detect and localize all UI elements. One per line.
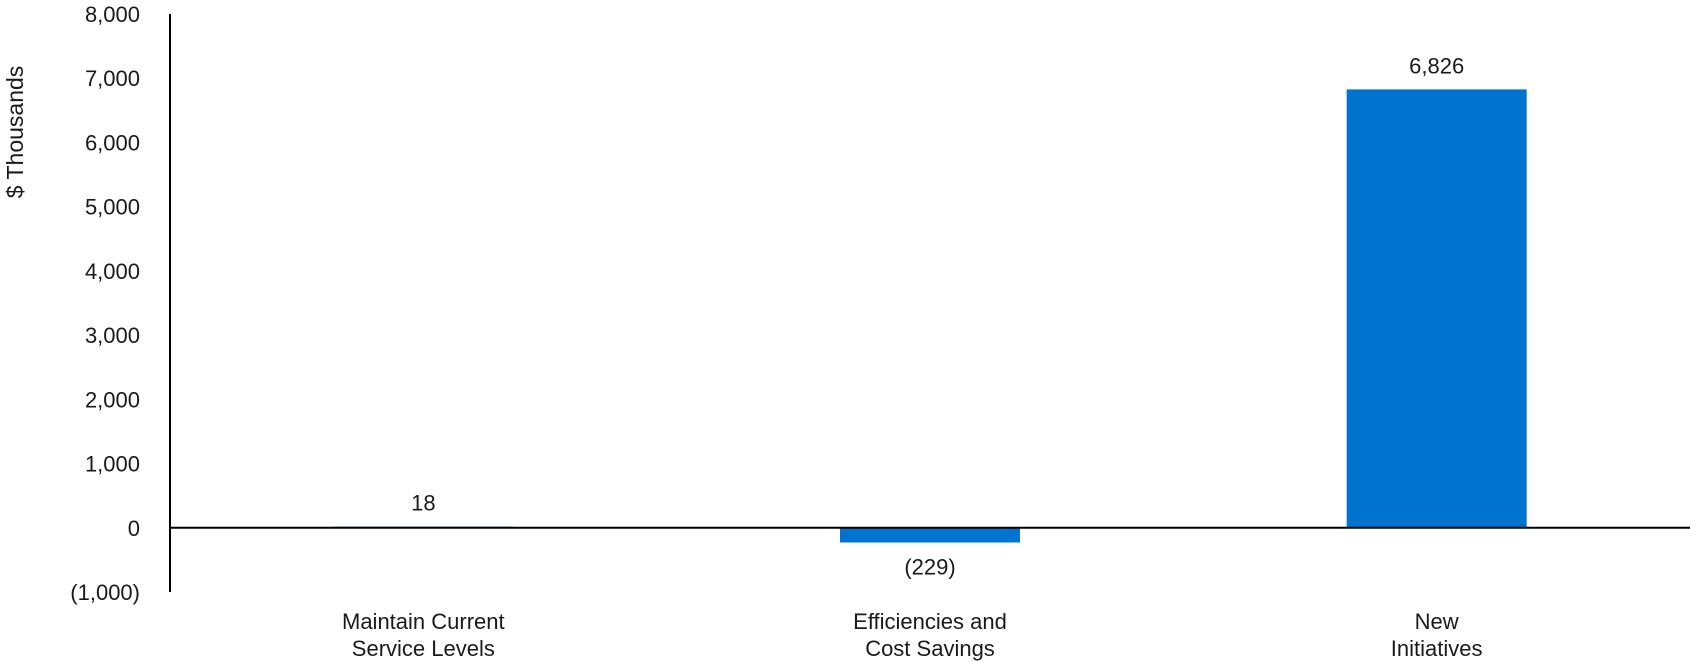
x-category-label: Maintain Current [342,609,505,634]
y-tick-label: 1,000 [85,452,140,477]
y-tick-label: 4,000 [85,259,140,284]
y-tick-label: (1,000) [70,580,140,605]
y-axis-title: $ Thousands [2,66,28,199]
y-tick-label: 3,000 [85,323,140,348]
y-tick-label: 8,000 [85,2,140,27]
bar-data-label: 6,826 [1409,53,1464,78]
y-tick-label: 6,000 [85,130,140,155]
data-labels: 18 (229) 6,826 [411,53,1464,579]
x-category-label: Initiatives [1391,636,1483,661]
y-tick-label: 0 [128,516,140,541]
x-category-label: Service Levels [352,636,495,661]
x-category-label: Cost Savings [865,636,995,661]
x-category-label: Efficiencies and [853,609,1007,634]
bar [840,527,1020,543]
bar [1346,89,1527,528]
y-tick-label: 2,000 [85,387,140,412]
y-tick-label: 5,000 [85,195,140,220]
bar-data-label: 18 [411,491,435,516]
y-axis-ticks: (1,000) 0 1,000 2,000 3,000 4,000 5,000 6,000 7,… [70,2,140,605]
y-tick-label: 7,000 [85,66,140,91]
x-category-label: New [1415,609,1459,634]
bar-data-label: (229) [904,554,955,579]
bars [333,89,1527,543]
